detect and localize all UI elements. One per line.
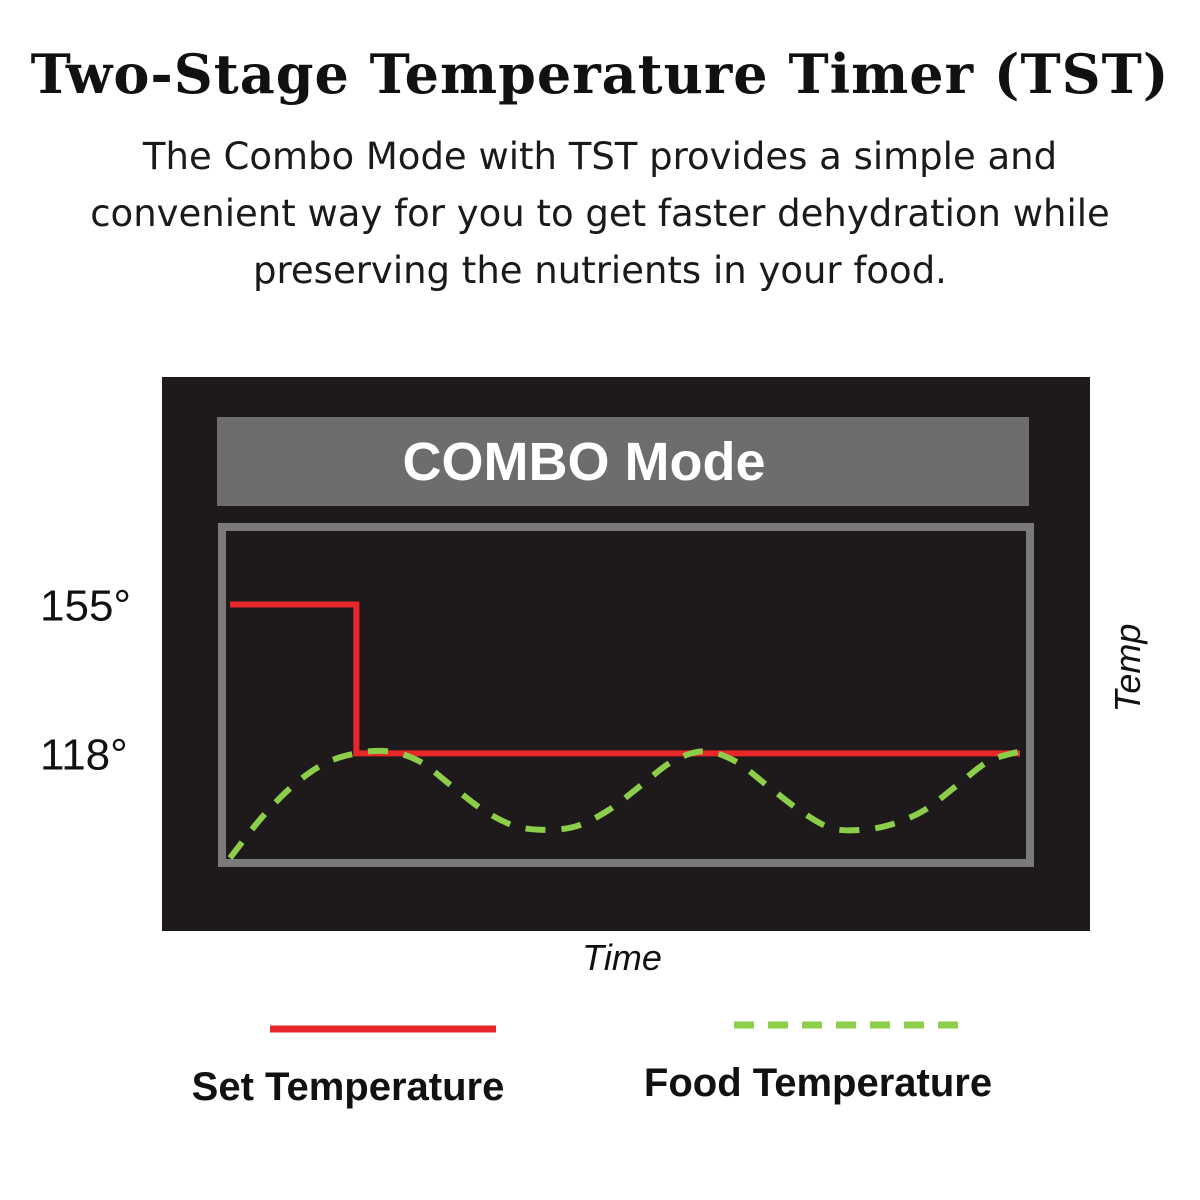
legend-set-temperature-label: Set Temperature: [192, 1065, 505, 1109]
y-tick-label-155: 155°: [40, 581, 131, 630]
subtitle-line-1: The Combo Mode with TST provides a simpl…: [142, 135, 1058, 178]
page-subtitle: The Combo Mode with TST provides a simpl…: [30, 128, 1170, 299]
page-title: Two-Stage Temperature Timer (TST): [30, 42, 1170, 106]
subtitle-line-3: preserving the nutrients in your food.: [253, 249, 947, 292]
plot-series: [227, 601, 1021, 860]
y-axis-label: Temp: [1107, 624, 1148, 713]
legend-food-temperature-label: Food Temperature: [644, 1061, 992, 1105]
chart-title-bar: [217, 417, 1029, 506]
chart-title: COMBO Mode: [403, 432, 766, 492]
y-tick-label-118: 118°: [40, 730, 128, 779]
x-axis-label: Time: [582, 937, 662, 978]
plot-area-border: [218, 523, 1034, 867]
series-line-food-temperature: [227, 747, 1021, 860]
subtitle-line-2: convenient way for you to get faster deh…: [90, 192, 1110, 235]
